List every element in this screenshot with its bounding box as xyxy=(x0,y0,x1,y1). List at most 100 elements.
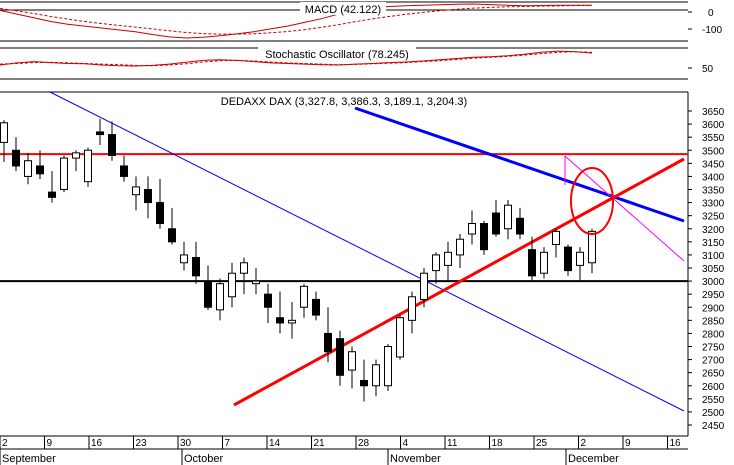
candle-body xyxy=(192,257,200,277)
month-label-december: December xyxy=(568,453,619,465)
price-title: DEDAXX DAX (3,327.8, 3,386.3, 3,189.1, 3… xyxy=(221,96,467,108)
price-tick-label-2550: 2550 xyxy=(702,395,725,406)
price-tick-label-3150: 3150 xyxy=(702,238,725,249)
candle-body xyxy=(588,230,596,264)
candle-body xyxy=(372,364,380,387)
x-axis: 2 9 16 23 30 7 14 21 28 4 11 18 25 2 9 16 September Octob… xyxy=(0,436,681,465)
downtrend-thick-line xyxy=(354,106,685,223)
candle-body xyxy=(48,191,56,198)
stochastic-title: Stochastic Oscillator (78.245) xyxy=(265,49,409,61)
candle-body xyxy=(384,346,392,387)
candle-body xyxy=(468,223,476,235)
price-tick-label-2650: 2650 xyxy=(702,369,725,380)
candle-body xyxy=(528,249,536,277)
x-tick-label-15: 16 xyxy=(670,438,682,449)
candle-body xyxy=(264,293,272,308)
candle-body xyxy=(336,338,344,376)
stochastic-panel: Stochastic Oscillator (78.245) 50 xyxy=(0,47,714,93)
price-tick-label-3600: 3600 xyxy=(702,120,725,131)
uptrend-line xyxy=(233,157,685,407)
candle-body xyxy=(480,223,488,251)
candle-body xyxy=(540,251,548,274)
x-tick-label-2: 16 xyxy=(91,438,103,449)
macd-title: MACD (42.122) xyxy=(305,4,381,16)
price-tick-label-3100: 3100 xyxy=(702,251,725,262)
x-tick-label-13: 2 xyxy=(581,438,587,449)
candle-body xyxy=(36,165,44,175)
x-tick-label-11: 18 xyxy=(492,438,504,449)
x-tick-label-9: 4 xyxy=(403,438,409,449)
candle-body xyxy=(516,217,524,235)
candle-body xyxy=(24,160,32,177)
candle-body xyxy=(396,317,404,358)
x-tick-label-5: 7 xyxy=(225,438,231,449)
candle-body xyxy=(132,186,140,196)
macd-series-signal xyxy=(0,5,592,35)
candle-body xyxy=(456,238,464,256)
candle-body xyxy=(120,165,128,177)
price-tick-label-2950: 2950 xyxy=(702,290,725,301)
candle-body xyxy=(432,254,440,272)
macd-tick-minus100: -100 xyxy=(702,25,722,36)
highlight-ellipse xyxy=(570,167,614,235)
price-tick-label-2850: 2850 xyxy=(702,316,725,327)
price-tick-label-3500: 3500 xyxy=(702,146,725,157)
price-tick-label-3400: 3400 xyxy=(702,172,725,183)
price-tick-label-3650: 3650 xyxy=(702,107,725,118)
candle-body xyxy=(144,189,152,204)
candle-body xyxy=(288,319,296,324)
price-tick-label-2450: 2450 xyxy=(702,421,725,432)
price-tick-label-2900: 2900 xyxy=(702,303,725,314)
macd-series-main xyxy=(0,3,593,39)
month-label-november: November xyxy=(390,453,441,465)
downtrend-thin-line xyxy=(49,91,685,412)
candle-body xyxy=(408,296,416,321)
channel-magenta-line xyxy=(564,155,685,262)
candle-body xyxy=(444,251,452,266)
x-tick-label-14: 9 xyxy=(625,438,631,449)
candle-body xyxy=(324,332,332,353)
x-tick-label-7: 21 xyxy=(314,438,326,449)
candle-body xyxy=(504,204,512,230)
x-tick-label-4: 30 xyxy=(180,438,192,449)
candle-body xyxy=(348,351,356,371)
candle-body xyxy=(252,280,260,285)
price-tick-label-2800: 2800 xyxy=(702,329,725,340)
price-tick-label-3200: 3200 xyxy=(702,225,725,236)
candle-body xyxy=(216,283,224,311)
candle-body xyxy=(276,317,284,324)
candle-body xyxy=(204,280,212,308)
price-tick-label-3300: 3300 xyxy=(702,199,725,210)
candle-body xyxy=(420,272,428,300)
candle-body xyxy=(84,149,92,183)
candle-body xyxy=(228,272,236,298)
x-tick-label-8: 28 xyxy=(358,438,370,449)
price-tick-label-2700: 2700 xyxy=(702,356,725,367)
candle-body xyxy=(552,230,560,245)
price-tick-label-3000: 3000 xyxy=(702,277,725,288)
stochastic-series-signal xyxy=(0,51,593,67)
macd-tick-0: 0 xyxy=(708,8,714,19)
candle-body xyxy=(168,228,176,243)
candle-body xyxy=(0,122,8,143)
month-label-october: October xyxy=(184,453,223,465)
x-tick-label-12: 25 xyxy=(536,438,548,449)
candle-body xyxy=(564,246,572,272)
candlesticks xyxy=(0,118,596,402)
price-tick-label-2600: 2600 xyxy=(702,382,725,393)
price-tick-label-3550: 3550 xyxy=(702,133,725,144)
candle-body xyxy=(360,380,368,387)
candle-body xyxy=(240,262,248,274)
trendlines xyxy=(49,91,685,412)
stochastic-tick-50: 50 xyxy=(702,64,714,75)
month-label-september: September xyxy=(2,453,56,465)
candle-body xyxy=(576,251,584,266)
price-tick-label-3450: 3450 xyxy=(702,159,725,170)
price-tick-label-3250: 3250 xyxy=(702,212,725,223)
price-tick-label-3350: 3350 xyxy=(702,186,725,197)
x-tick-label-3: 23 xyxy=(136,438,148,449)
candle-body xyxy=(312,298,320,316)
price-tick-label-2750: 2750 xyxy=(702,343,725,354)
stochastic-series-main xyxy=(0,50,593,67)
